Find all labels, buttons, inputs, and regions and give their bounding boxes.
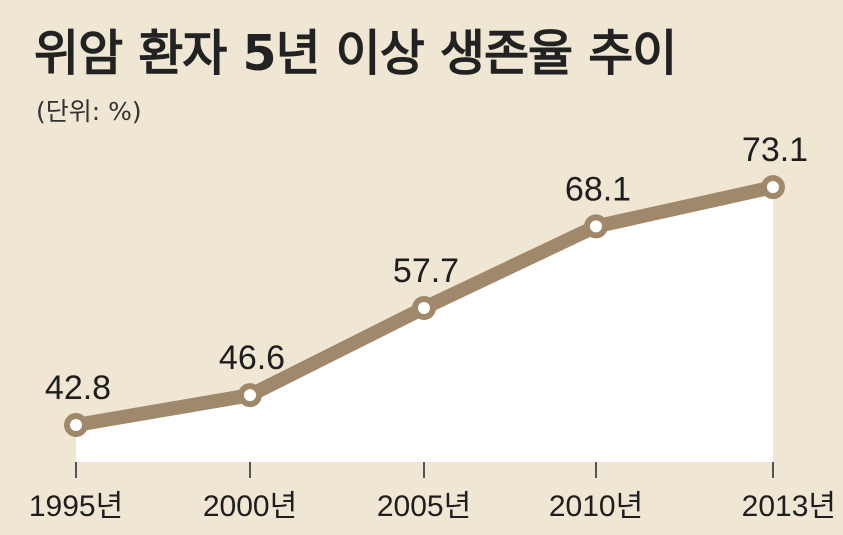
area-fill xyxy=(76,187,773,462)
value-label-2005년: 57.7 xyxy=(393,252,459,290)
x-axis-labels: 1995년 2000년 2005년 2010년 2013년 xyxy=(29,490,836,523)
unit-note: (단위: %) xyxy=(36,97,142,126)
x-axis-ticks xyxy=(75,462,774,478)
data-point-2013년 xyxy=(761,175,785,200)
data-point-2005년 xyxy=(412,296,436,321)
value-labels: 42.8 46.6 57.7 68.1 73.1 xyxy=(45,131,808,407)
value-label-2013년: 73.1 xyxy=(742,131,808,169)
x-label-2005년: 2005년 xyxy=(377,490,471,523)
x-label-1995년: 1995년 xyxy=(29,490,123,523)
value-label-2010년: 68.1 xyxy=(565,170,631,208)
data-point-2010년 xyxy=(584,214,608,239)
value-label-1995년: 42.8 xyxy=(45,369,111,407)
x-label-2013년: 2013년 xyxy=(742,490,836,523)
chart-title: 위암 환자 5년 이상 생존율 추이 xyxy=(34,25,677,82)
value-label-2000년: 46.6 xyxy=(219,339,285,377)
data-point-2000년 xyxy=(238,383,262,408)
x-label-2010년: 2010년 xyxy=(549,490,643,523)
data-point-1995년 xyxy=(64,413,88,437)
x-label-2000년: 2000년 xyxy=(203,490,297,523)
data-markers xyxy=(64,175,785,437)
